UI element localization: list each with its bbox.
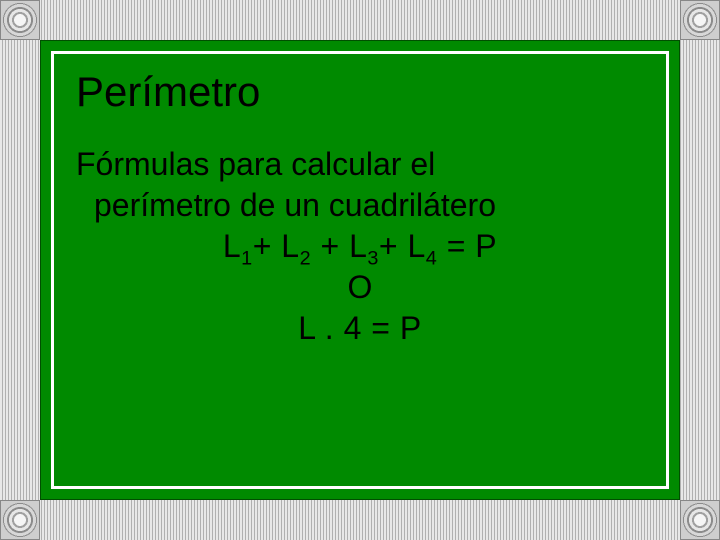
formula-part: + L [253, 228, 300, 264]
formula-part: L [223, 228, 241, 264]
formula-sub: 4 [426, 247, 438, 269]
connector-or: O [76, 267, 644, 308]
corner-ornament-top-right [680, 0, 720, 40]
body-line-1: Fórmulas para calcular el [76, 144, 644, 185]
formula-part: = P [437, 228, 497, 264]
board-outer: Perímetro Fórmulas para calcular el perí… [40, 40, 680, 500]
chalkboard: Perímetro Fórmulas para calcular el perí… [51, 51, 669, 489]
formula-part: + L [379, 228, 426, 264]
body-line-2: perímetro de un cuadrilátero [76, 185, 644, 226]
formula-part: + L [311, 228, 367, 264]
formula-sub: 2 [300, 247, 312, 269]
formula-quadrilateral: L1+ L2 + L3+ L4 = P [76, 226, 644, 267]
formula-sub: 3 [367, 247, 379, 269]
corner-ornament-bottom-left [0, 500, 40, 540]
corner-ornament-bottom-right [680, 500, 720, 540]
formula-sub: 1 [241, 247, 253, 269]
slide-frame: Perímetro Fórmulas para calcular el perí… [0, 0, 720, 540]
slide-body: Fórmulas para calcular el perímetro de u… [76, 144, 644, 349]
corner-ornament-top-left [0, 0, 40, 40]
slide-title: Perímetro [76, 68, 644, 116]
formula-short: L . 4 = P [76, 308, 644, 349]
